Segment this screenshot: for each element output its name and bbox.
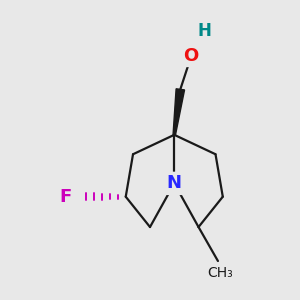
Polygon shape: [173, 89, 184, 135]
Text: N: N: [167, 174, 182, 192]
Text: F: F: [59, 188, 71, 206]
Text: H: H: [198, 22, 212, 40]
Text: O: O: [184, 47, 199, 65]
Text: CH₃: CH₃: [207, 266, 232, 280]
